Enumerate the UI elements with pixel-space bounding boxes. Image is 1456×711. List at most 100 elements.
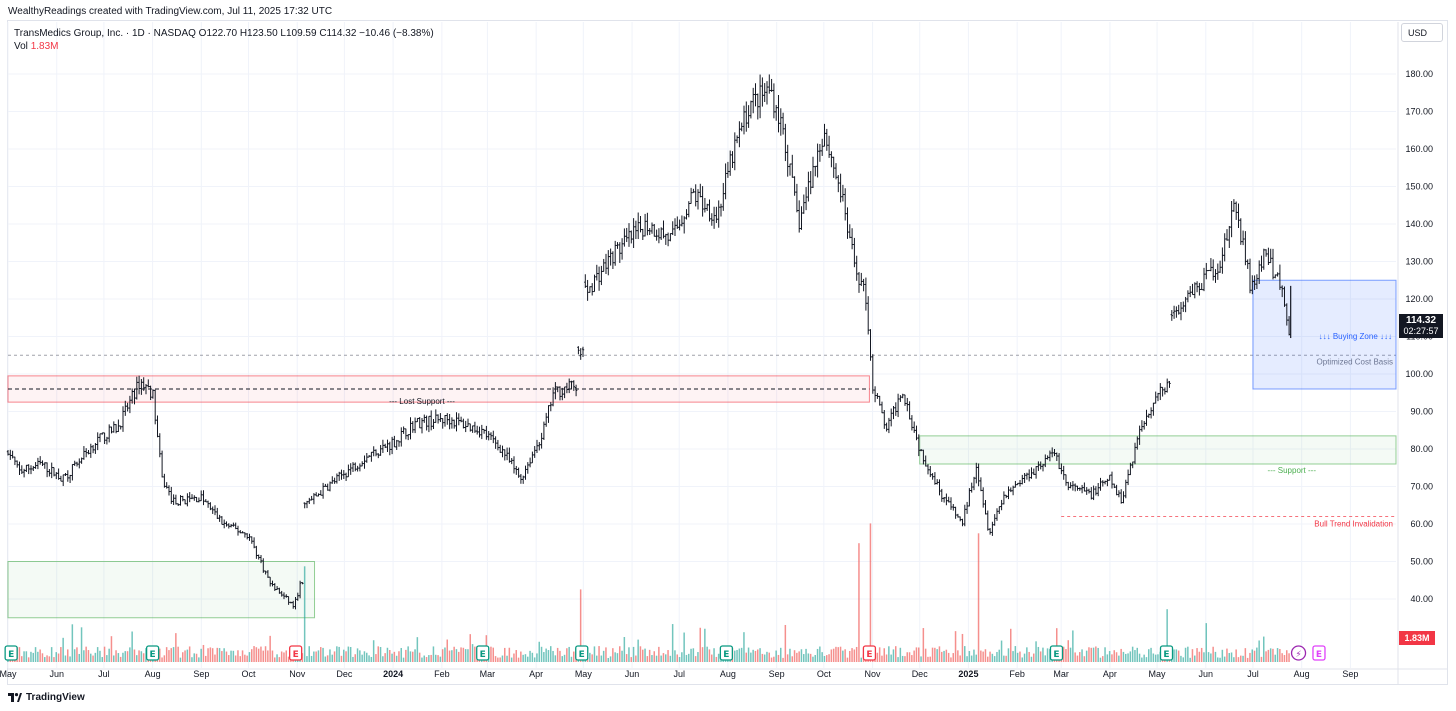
volume-bar [671, 624, 674, 662]
volume-bar [556, 647, 559, 662]
volume-bar [1019, 651, 1021, 662]
volume-bar [830, 649, 833, 662]
volume-bar [455, 649, 458, 662]
volume-bar [545, 648, 547, 662]
volume-bar [1106, 654, 1109, 662]
volume-bar [881, 655, 883, 662]
volume-bar [1230, 652, 1233, 662]
volume-bar [929, 656, 931, 662]
volume-bar [927, 656, 929, 662]
volume-bar [734, 650, 736, 662]
volume-bar [490, 646, 492, 662]
volume-bar [646, 656, 649, 662]
volume-bar [1148, 649, 1150, 662]
volume-bar [761, 653, 764, 662]
volume-bar [182, 652, 184, 662]
y-tick-label: 70.00 [1410, 482, 1433, 492]
volume-bar [1217, 657, 1219, 662]
volume-bar [570, 656, 573, 662]
volume-bar [591, 654, 593, 662]
volume-bar [1030, 656, 1033, 662]
volume-bar [225, 651, 228, 662]
volume-bar [409, 651, 412, 662]
volume-value: 1.83M [30, 41, 59, 52]
volume-bar [1067, 640, 1069, 662]
volume-bar [1177, 650, 1180, 662]
volume-bar [90, 653, 92, 662]
volume-bar [308, 646, 310, 662]
volume-bar [1074, 652, 1076, 662]
volume-bar [950, 657, 952, 662]
volume-bar [209, 647, 212, 662]
volume-bar [961, 633, 964, 662]
volume-bar [168, 650, 170, 662]
volume-bar [789, 648, 791, 662]
volume-bar [1256, 647, 1258, 662]
x-tick-label: Dec [336, 669, 353, 679]
volume-bar [1131, 646, 1134, 662]
volume-bar [18, 647, 21, 662]
volume-bar [412, 651, 414, 662]
attribution-text: WealthyReadings created with TradingView… [8, 6, 333, 17]
earnings-event-icon [862, 645, 877, 661]
volume-bar [952, 653, 954, 662]
volume-bar [391, 653, 393, 662]
volume-bar [885, 654, 888, 662]
volume-bar [1007, 648, 1010, 662]
volume-bar [621, 650, 623, 662]
volume-bar [563, 654, 566, 662]
volume-bar [579, 589, 582, 662]
volume-bar [1145, 657, 1148, 662]
earnings-event-icon [1312, 645, 1326, 661]
volume-bar [244, 654, 246, 662]
volume-bar [1125, 653, 1127, 662]
volume-bar [349, 646, 352, 662]
volume-bar [669, 655, 672, 662]
volume-bar [1260, 656, 1263, 662]
volume-bar [897, 657, 899, 662]
volume-bar [1076, 655, 1079, 662]
volume-bar [165, 647, 168, 662]
volume-bar [1269, 648, 1272, 662]
currency-button[interactable]: USD [1401, 23, 1443, 42]
volume-bar [1097, 647, 1099, 662]
tradingview-footer[interactable]: TradingView [8, 692, 85, 703]
volume-bar [747, 647, 750, 662]
volume-bar [464, 649, 467, 662]
volume-bar [46, 655, 48, 662]
volume-bar [223, 648, 225, 662]
volume-bar [163, 655, 166, 662]
volume-bar [908, 652, 911, 662]
volume-bar [87, 650, 90, 662]
volume-bar [60, 647, 62, 662]
volume-bar [69, 656, 71, 662]
volume-bar [517, 657, 520, 662]
volume-bar [1127, 653, 1129, 662]
volume-bar [844, 649, 846, 662]
volume-bar [609, 656, 612, 662]
volume-bar [418, 652, 421, 662]
volume-bar [510, 657, 513, 662]
volume-bar [402, 657, 405, 662]
volume-bar [145, 648, 147, 662]
volume-bar [538, 641, 540, 662]
volume-bar [763, 654, 766, 662]
volume-bar [1012, 651, 1014, 662]
volume-bar [313, 651, 315, 662]
last-price-tag: 114.32 02:27:57 [1399, 314, 1443, 338]
volume-bar [1286, 650, 1288, 662]
volume-bar [375, 654, 377, 662]
volume-bar [662, 653, 665, 662]
volume-bar [651, 655, 653, 662]
volume-bar [715, 656, 718, 662]
volume-bar [322, 647, 324, 662]
volume-bar [471, 644, 474, 662]
volume-bar [435, 654, 437, 662]
volume-bar [211, 648, 214, 662]
volume-bar [122, 652, 124, 662]
volume-bar [768, 652, 770, 662]
volume-bar [934, 647, 936, 662]
x-tick-label: Apr [1103, 669, 1117, 679]
bar-countdown: 02:27:57 [1403, 326, 1439, 336]
